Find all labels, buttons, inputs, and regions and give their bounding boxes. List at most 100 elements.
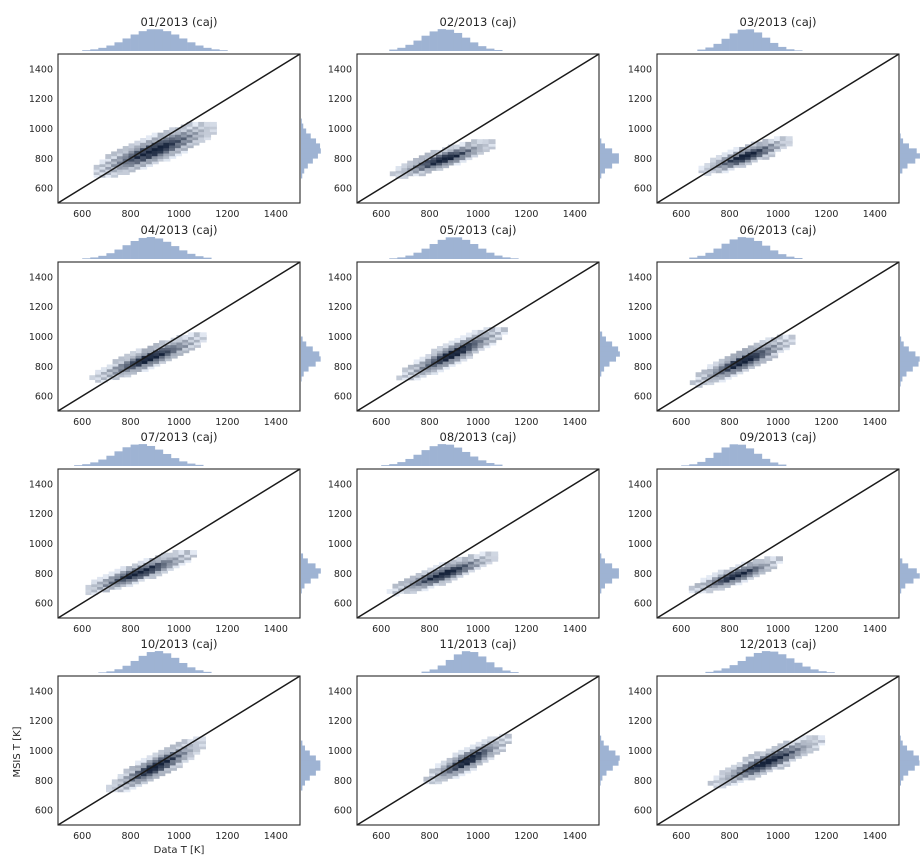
hexbin-cell — [93, 172, 101, 178]
hexbin-cell — [768, 152, 776, 158]
hexbin-cell — [725, 772, 733, 778]
hexbin-cell — [184, 558, 192, 563]
panel-12: 12/2013 (caj)600 800 1000 1200 1400600800100… — [628, 637, 920, 842]
hexbin-cell — [756, 144, 764, 150]
x-marginal-bar — [146, 29, 156, 51]
hexbin-cell — [106, 784, 114, 790]
hexbin-cell — [460, 356, 468, 362]
hexbin-cell — [427, 583, 435, 589]
hexbin-cell — [730, 770, 738, 775]
hexbin-cell — [436, 166, 444, 171]
x-marginal-bar — [389, 464, 398, 466]
hexbin-cell — [170, 340, 178, 346]
hexbin-cell — [694, 585, 702, 591]
hexbin-cell — [419, 362, 427, 367]
hexbin-cell — [742, 770, 750, 775]
x-marginal-bar — [162, 453, 172, 466]
hexbin-cell — [146, 755, 154, 761]
hexbin-cell — [129, 765, 137, 771]
hexbin-cell — [453, 157, 461, 163]
hexbin-cell — [105, 167, 113, 173]
hexbin-cell — [452, 757, 460, 763]
hexbin-cell — [450, 562, 458, 568]
hexbin-cell — [175, 132, 183, 138]
hexbin-cell — [182, 348, 190, 354]
hexbin-cell — [485, 556, 493, 562]
x-marginal-bar — [461, 37, 471, 51]
hexbin-cell — [466, 346, 474, 351]
hexbin-cell — [770, 558, 778, 564]
hexbin-cell — [123, 771, 131, 777]
hexbin-cell — [450, 570, 458, 576]
panel-frame — [656, 261, 900, 412]
hexbin-cell — [741, 572, 749, 578]
hexbin-cell — [724, 372, 732, 378]
hexbin-cell — [477, 337, 485, 343]
x-marginal-bar — [469, 652, 479, 673]
x-marginal-bar — [170, 458, 180, 466]
hexbin-cell — [730, 369, 738, 375]
hexbin-cell — [108, 571, 116, 577]
hexbin-cell — [435, 763, 443, 769]
y-marginal-bar — [600, 173, 602, 179]
hexbin-cell — [458, 765, 466, 771]
x-tick-label: 1400 — [264, 417, 288, 428]
y-marginal-bar — [600, 750, 616, 756]
x-marginal-bar — [681, 465, 690, 466]
hexbin-cell — [489, 329, 497, 335]
hexbin-cell — [710, 168, 718, 174]
hexbin-cell — [471, 144, 479, 150]
hexbin-cell — [744, 160, 752, 166]
hexbin-cell — [419, 356, 427, 362]
hexbin-cell — [130, 351, 138, 356]
hexbin-cell — [143, 568, 151, 574]
hexbin-cell — [481, 752, 489, 758]
x-marginal-bar — [486, 252, 495, 259]
x-marginal-bar — [154, 449, 164, 466]
hexbin-cell — [469, 757, 477, 763]
x-marginal-bar — [697, 461, 706, 466]
hexbin-cell — [182, 343, 190, 348]
x-marginal-bar — [130, 240, 139, 259]
x-marginal-bar — [130, 660, 139, 673]
hexbin-cell — [466, 340, 474, 346]
hexbin-cell — [713, 364, 721, 369]
hexbin-cell — [435, 768, 443, 774]
hexbin-cell — [118, 367, 126, 372]
y-marginal-bar — [600, 371, 602, 377]
hexbin-cell — [122, 148, 130, 154]
hexbin-cell — [469, 763, 477, 769]
y-marginal-bar — [900, 148, 917, 154]
y-marginal-bar — [301, 356, 321, 362]
hexbin-cell — [448, 340, 456, 346]
hexbin-cell — [446, 768, 454, 774]
hexbin-cell — [459, 152, 467, 158]
hexbin-cell — [754, 770, 762, 775]
hexbin-cell — [806, 746, 814, 751]
hexbin-cell — [204, 129, 212, 135]
y-marginal-bar — [301, 371, 304, 377]
hexbin-cell — [159, 353, 167, 359]
hexbin-cell — [155, 563, 163, 569]
hexbin-cell — [782, 342, 790, 348]
hexbin-cell — [166, 566, 174, 571]
hexbin-cell — [689, 380, 697, 386]
hexbin-cell — [164, 351, 172, 356]
hexbin-cell — [762, 149, 770, 155]
y-marginal-bar — [301, 755, 316, 761]
hexbin-cell — [166, 552, 174, 558]
hexbin-cell — [483, 340, 491, 346]
hexbin-cell — [783, 759, 791, 765]
hexbin-cell — [108, 579, 116, 585]
y-tick-label: 800 — [35, 154, 53, 165]
hexbin-cell — [774, 146, 782, 152]
hexbin-cell — [126, 579, 134, 585]
x-marginal-bar — [713, 43, 722, 51]
hexbin-cell — [724, 374, 732, 380]
hexbin-cell — [169, 747, 177, 753]
x-marginal-bar — [106, 45, 115, 51]
y-marginal-bar — [600, 336, 606, 342]
hexbin-cell — [730, 778, 738, 783]
hexbin-cell — [111, 172, 119, 178]
hexbin-cell — [776, 348, 784, 353]
